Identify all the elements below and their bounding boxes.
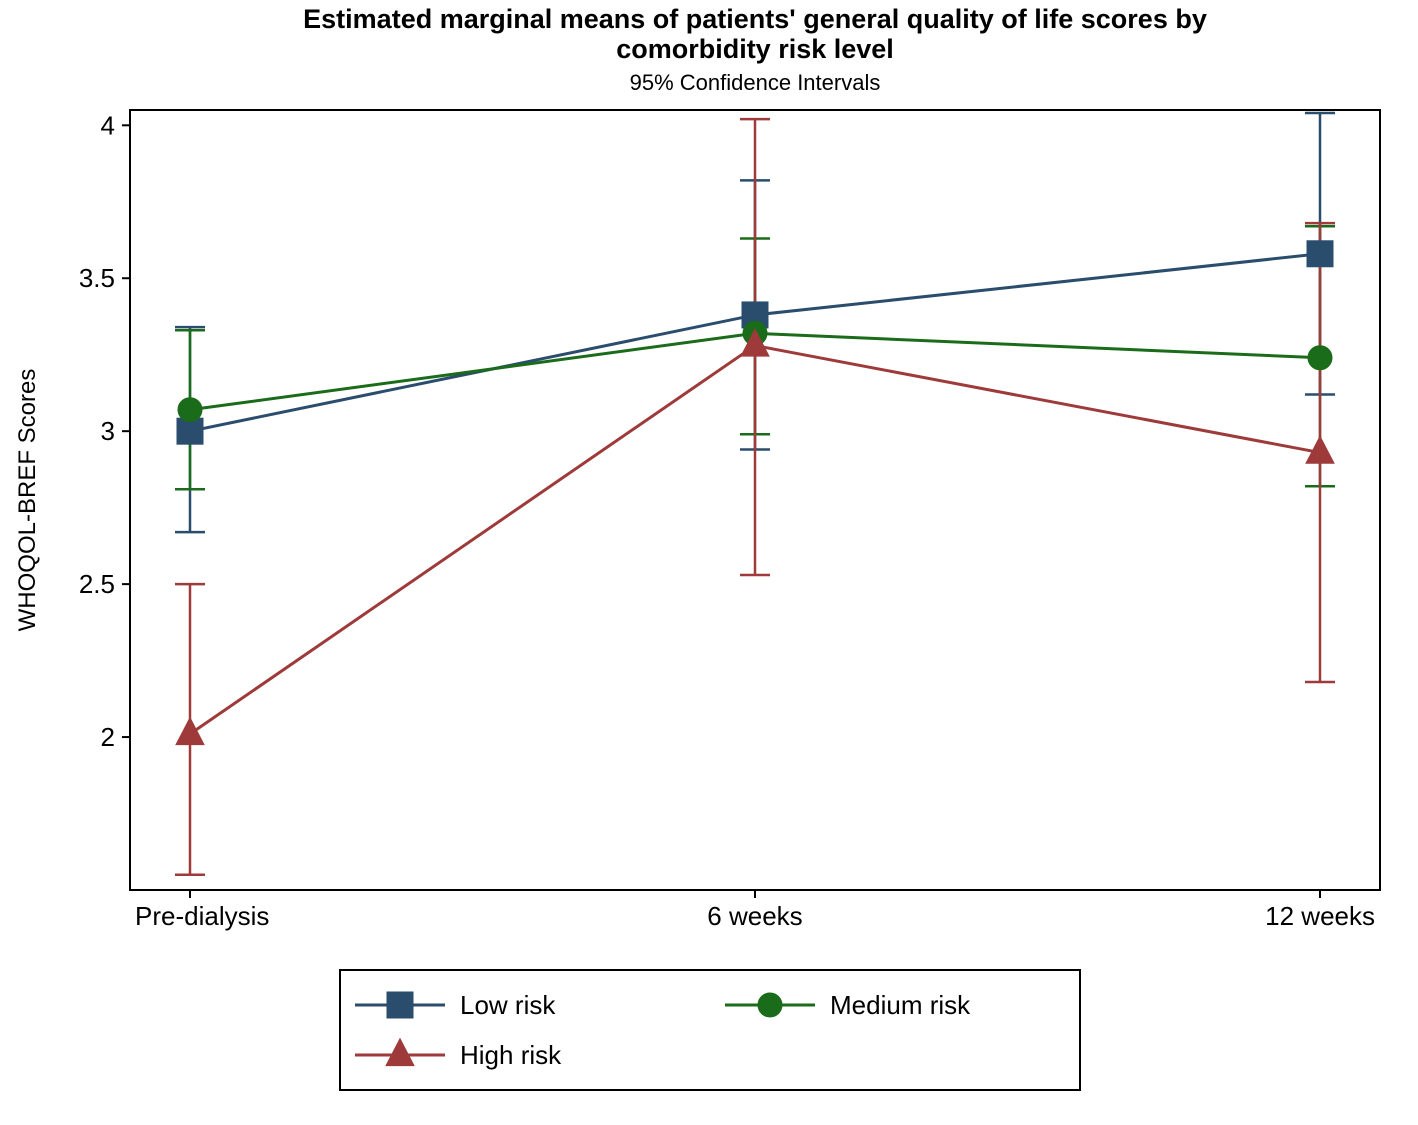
legend-label: High risk [460, 1040, 562, 1070]
chart-subtitle: 95% Confidence Intervals [630, 70, 881, 95]
y-axis-label: WHOQOL-BREF Scores [14, 369, 41, 632]
y-tick-label: 2 [101, 722, 115, 752]
data-marker [1307, 241, 1333, 267]
y-tick-label: 3.5 [79, 263, 115, 293]
y-tick-label: 2.5 [79, 569, 115, 599]
legend-box [340, 970, 1080, 1090]
svg-text:Estimated marginal means of pa: Estimated marginal means of patients' ge… [303, 4, 1207, 34]
y-tick-label: 3 [101, 416, 115, 446]
data-marker [1308, 346, 1332, 370]
svg-text:comorbidity risk level: comorbidity risk level [616, 34, 894, 64]
x-tick-label: 12 weeks [1265, 901, 1375, 931]
data-marker [178, 398, 202, 422]
chart-container: Estimated marginal means of patients' ge… [0, 0, 1418, 1125]
legend-label: Low risk [460, 990, 556, 1020]
y-tick-label: 4 [101, 110, 115, 140]
legend-label: Medium risk [830, 990, 971, 1020]
x-tick-label: 6 weeks [707, 901, 802, 931]
chart-svg: Estimated marginal means of patients' ge… [0, 0, 1418, 1125]
x-tick-label: Pre-dialysis [135, 901, 269, 931]
